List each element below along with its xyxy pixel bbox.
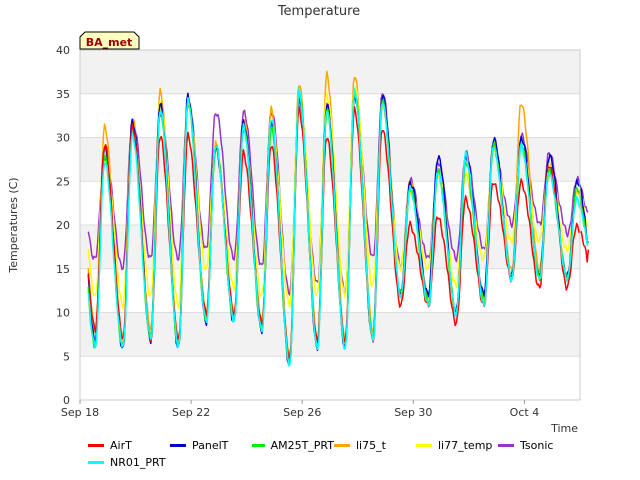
site-annotation: BA_met bbox=[79, 31, 140, 50]
site-annotation-box bbox=[79, 31, 140, 50]
y-tick-label: 25 bbox=[56, 175, 70, 188]
y-axis-label: Temperatures (C) bbox=[7, 177, 20, 273]
y-tick-label: 10 bbox=[56, 307, 70, 320]
chart-legend: AirT PanelT AM25T_PRT li75_t li77_temp T… bbox=[88, 437, 628, 471]
series-line-nr01-prt bbox=[87, 87, 589, 367]
y-tick-label: 20 bbox=[56, 219, 70, 232]
legend-item-panelt: PanelT bbox=[170, 439, 252, 452]
x-tick-label: Oct 4 bbox=[510, 406, 540, 419]
legend-swatch bbox=[498, 444, 514, 447]
y-tick-label: 30 bbox=[56, 132, 70, 145]
plot-frame bbox=[79, 49, 581, 401]
plot-band bbox=[80, 225, 580, 269]
plot-band bbox=[80, 312, 580, 357]
legend-row: NR01_PRT bbox=[88, 454, 628, 471]
legend-label: li75_t bbox=[356, 439, 386, 452]
legend-item-airt: AirT bbox=[88, 439, 170, 452]
legend-item-li77-temp: li77_temp bbox=[416, 439, 498, 452]
legend-swatch bbox=[88, 444, 104, 447]
legend-label: NR01_PRT bbox=[110, 456, 166, 469]
legend-swatch bbox=[88, 461, 104, 464]
y-tick-label: 40 bbox=[56, 44, 70, 57]
x-tick-label: Sep 22 bbox=[172, 406, 210, 419]
y-tick-label: 35 bbox=[56, 88, 70, 101]
legend-row: AirT PanelT AM25T_PRT li75_t li77_temp T… bbox=[88, 437, 628, 454]
y-axis-ticks: 0 5 10 15 20 25 30 35 40 bbox=[56, 44, 70, 407]
y-tick-label: 0 bbox=[63, 394, 70, 407]
x-axis-label: Time bbox=[550, 422, 578, 435]
y-tick-label: 15 bbox=[56, 263, 70, 276]
legend-swatch bbox=[416, 444, 432, 447]
site-annotation-text: BA_met bbox=[86, 36, 133, 49]
legend-swatch bbox=[170, 444, 186, 447]
x-tick-label: Sep 26 bbox=[283, 406, 321, 419]
legend-label: li77_temp bbox=[438, 439, 493, 452]
plot-band bbox=[80, 50, 580, 94]
legend-item-am25t-prt: AM25T_PRT bbox=[252, 439, 334, 452]
chart-title: Temperature bbox=[277, 4, 360, 19]
legend-item-tsonic: Tsonic bbox=[498, 439, 580, 452]
legend-label: AM25T_PRT bbox=[270, 439, 334, 452]
legend-label: Tsonic bbox=[520, 439, 554, 452]
series-line-li77-temp bbox=[87, 86, 589, 310]
y-tick-label: 5 bbox=[63, 350, 70, 363]
x-tick-label: Sep 30 bbox=[394, 406, 432, 419]
legend-item-nr01-prt: NR01_PRT bbox=[88, 456, 170, 469]
series-lines bbox=[87, 70, 590, 367]
legend-label: PanelT bbox=[192, 439, 229, 452]
legend-item-li75-t: li75_t bbox=[334, 439, 416, 452]
x-tick-label: Sep 18 bbox=[61, 406, 99, 419]
legend-swatch bbox=[252, 444, 265, 447]
legend-label: AirT bbox=[110, 439, 132, 452]
legend-swatch bbox=[334, 444, 350, 447]
x-axis-ticks: Sep 18 Sep 22 Sep 26 Sep 30 Oct 4 bbox=[61, 400, 539, 419]
